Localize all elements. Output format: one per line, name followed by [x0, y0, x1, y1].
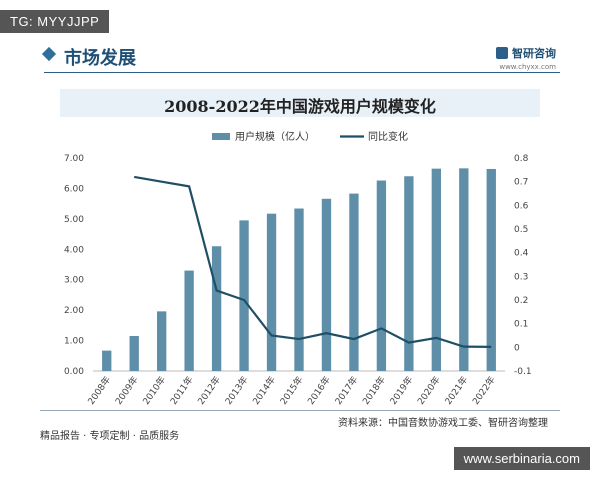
x-tick-label: 2012年	[195, 374, 223, 407]
x-tick-label: 2021年	[442, 374, 470, 407]
bar	[294, 208, 304, 371]
y-left-tick-label: 6.00	[64, 184, 84, 194]
x-tick-label: 2011年	[167, 374, 195, 407]
bar	[349, 193, 359, 371]
y-left-tick-label: 3.00	[64, 276, 84, 286]
bar	[431, 168, 442, 371]
brand-name: 智研咨询	[512, 47, 556, 60]
y-right-tick-label: 0.6	[514, 201, 529, 211]
bar	[102, 350, 112, 371]
y-right-tick-label: 0.7	[514, 178, 528, 188]
source-note: 资料来源：中国音数协游戏工委、智研咨询整理	[338, 418, 548, 429]
bar	[486, 168, 496, 371]
bar	[376, 180, 387, 371]
y-left-tick-label: 5.00	[64, 215, 84, 225]
legend-label-line: 同比变化	[368, 130, 408, 143]
y-right-tick-label: 0.3	[514, 272, 528, 282]
bar	[404, 176, 414, 371]
brand: 智研咨询	[496, 45, 556, 61]
chart-title: 2008-2022年中国游戏用户规模变化	[164, 97, 436, 116]
brand-url: www.chyxx.com	[499, 63, 556, 71]
y-left-tick-label: 4.00	[64, 245, 84, 255]
watermark-top-left: TG: MYYJJPP	[0, 10, 110, 33]
y-left-tick-label: 2.00	[64, 306, 84, 316]
bar	[266, 213, 277, 371]
chart-title-band	[60, 89, 540, 117]
y-left-tick-label: 1.00	[64, 337, 84, 347]
y-right-tick-label: 0.8	[514, 154, 529, 164]
section-title: 市场发展	[64, 48, 136, 69]
y-right-tick-label: -0.1	[514, 367, 532, 377]
line-series-yoy	[134, 175, 492, 348]
bar	[129, 336, 139, 371]
x-tick-label: 2016年	[305, 374, 333, 407]
header-divider	[44, 72, 560, 73]
footer-tagline: 精品报告 · 专项定制 · 品质服务	[40, 431, 180, 442]
y-left-tick-label: 7.00	[64, 154, 84, 164]
bar	[321, 198, 332, 371]
x-tick-label: 2022年	[470, 374, 498, 407]
bar	[211, 246, 222, 371]
footer-divider	[40, 410, 560, 411]
y-right-tick-label: 0	[514, 343, 520, 353]
legend-swatch-bar	[212, 133, 230, 140]
y-left-tick-label: 0.00	[64, 367, 84, 377]
x-tick-label: 2017年	[332, 374, 360, 407]
y-right-tick-label: 0.1	[514, 320, 528, 330]
x-tick-label: 2019年	[387, 374, 415, 407]
bar	[239, 220, 249, 371]
x-tick-label: 2008年	[85, 374, 113, 407]
legend-label-bar: 用户规模（亿人）	[235, 130, 315, 143]
brand-logo-icon	[496, 47, 508, 59]
x-tick-label: 2015年	[277, 374, 305, 407]
y-right-tick-label: 0.2	[514, 296, 528, 306]
bar	[459, 168, 469, 371]
x-tick-label: 2018年	[360, 374, 388, 407]
watermark-bottom-right: www.serbinaria.com	[453, 447, 590, 470]
y-right-tick-label: 0.4	[514, 249, 529, 259]
x-tick-label: 2009年	[113, 374, 141, 407]
x-tick-label: 2020年	[415, 374, 443, 407]
y-right-tick-label: 0.5	[514, 225, 528, 235]
x-tick-label: 2010年	[140, 374, 168, 407]
x-tick-label: 2014年	[250, 374, 278, 407]
bar	[156, 311, 167, 371]
bar	[184, 270, 194, 371]
x-tick-label: 2013年	[222, 374, 250, 407]
